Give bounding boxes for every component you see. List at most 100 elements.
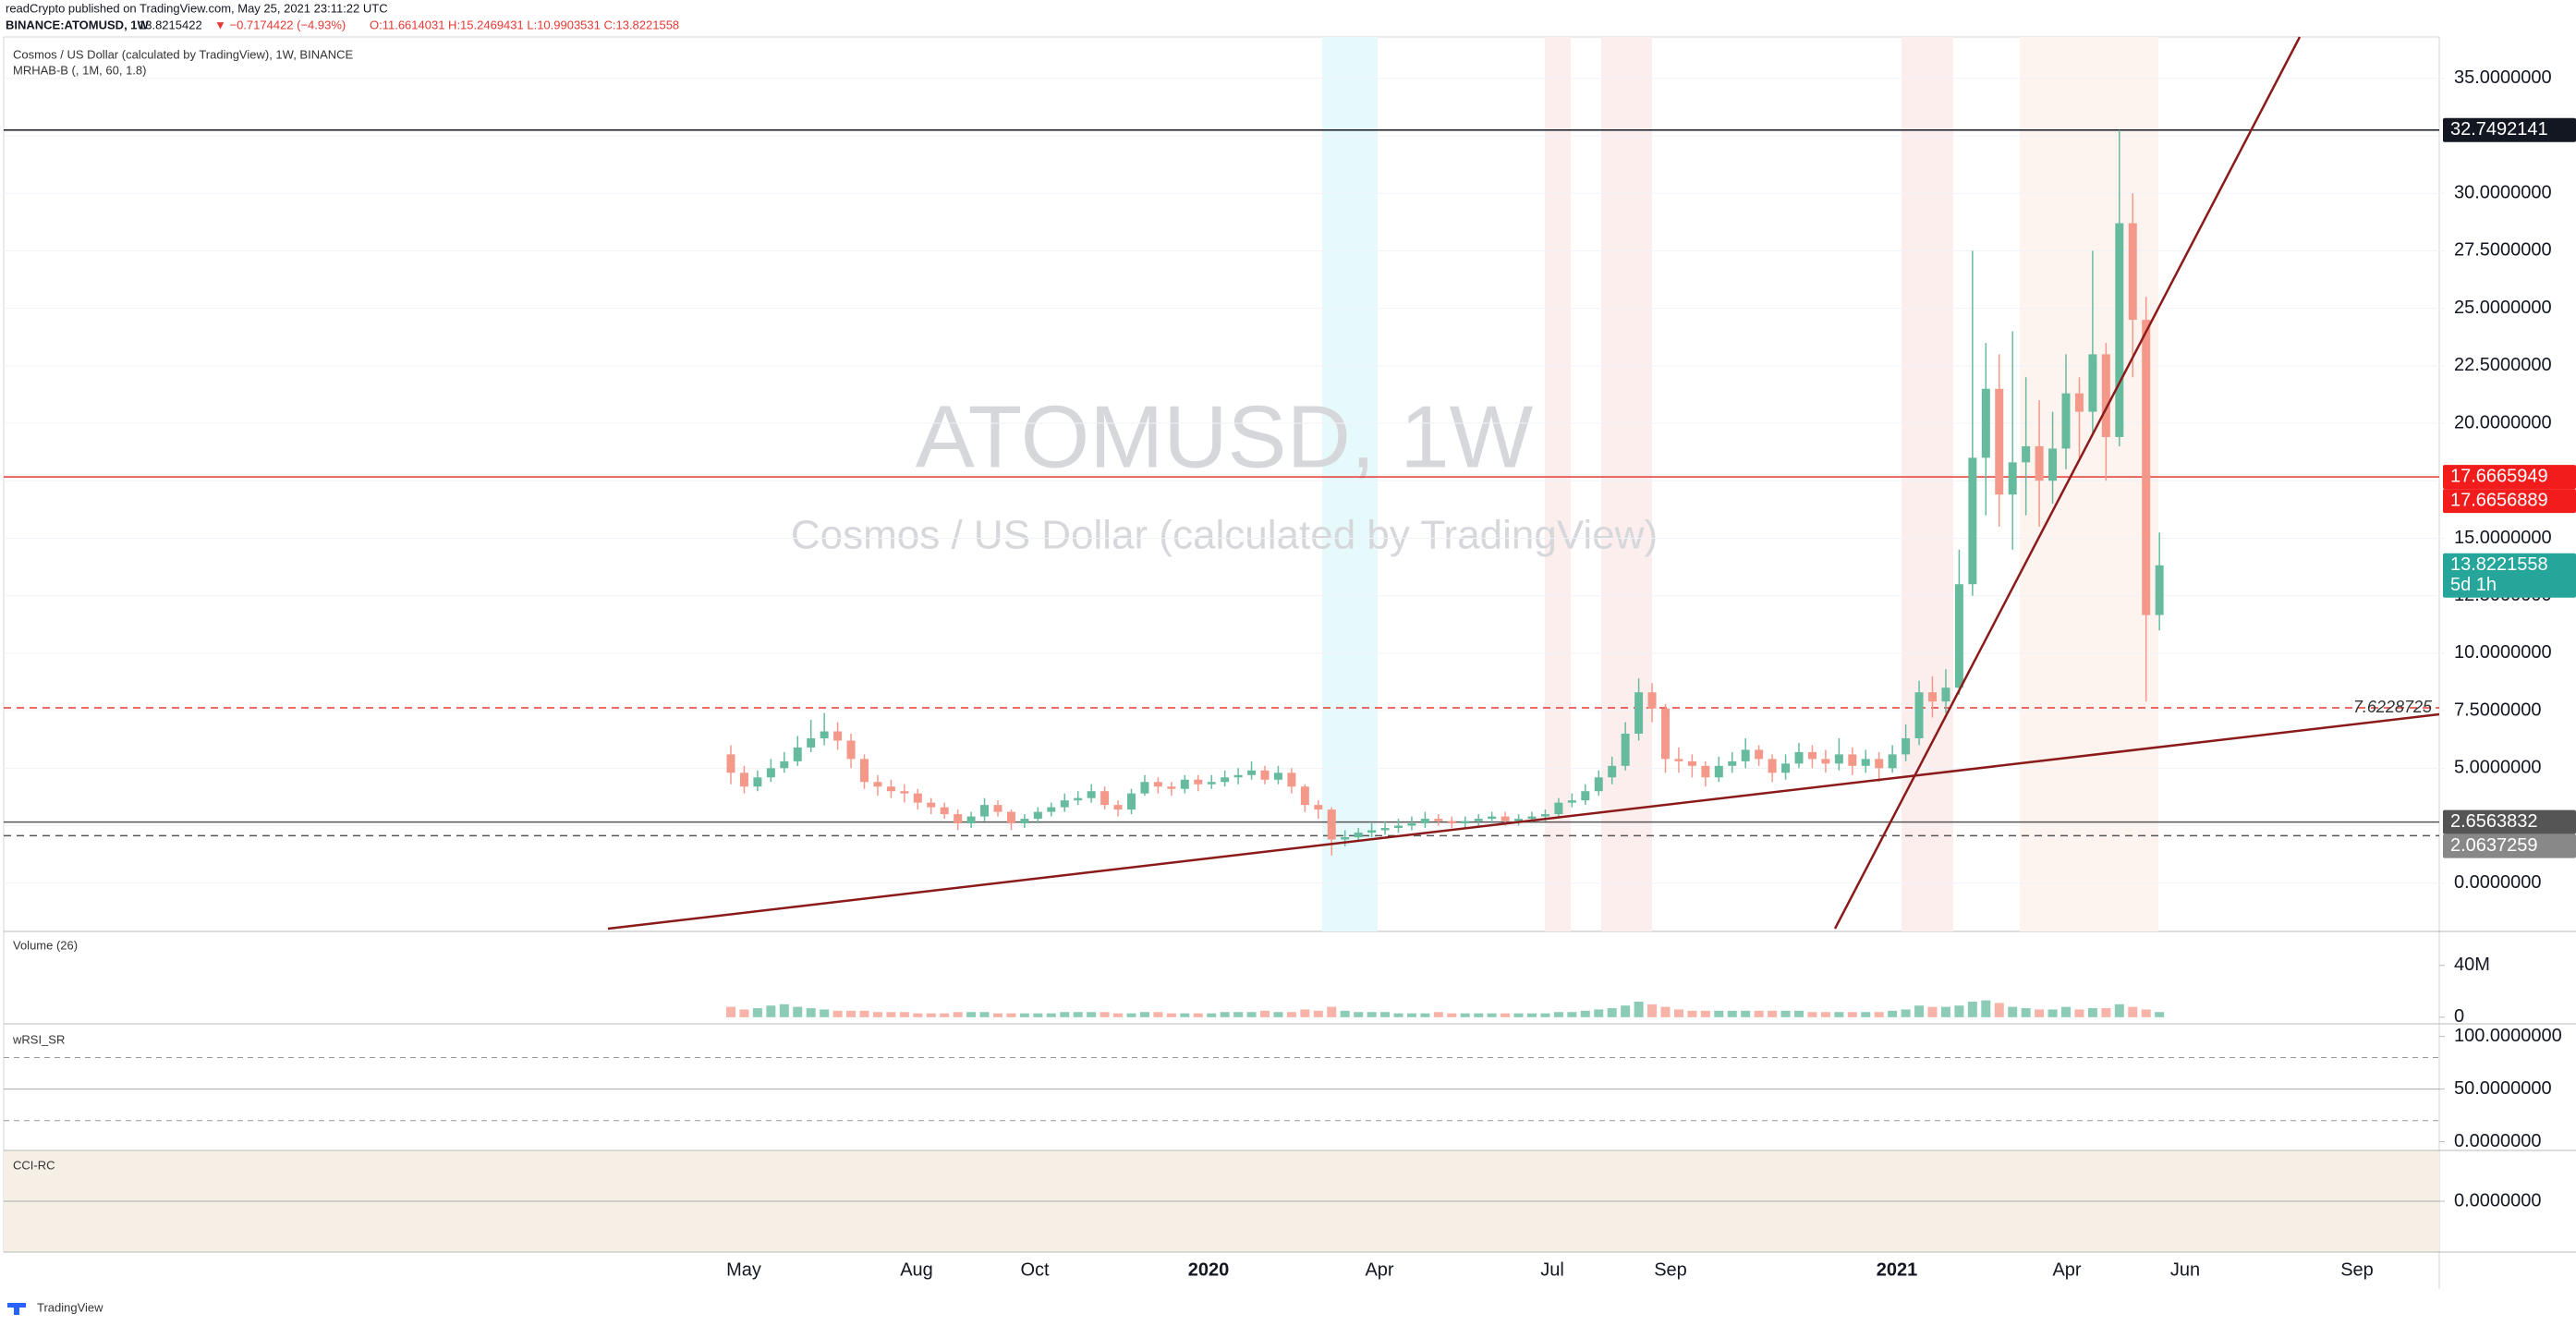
volume-bar	[1780, 1010, 1791, 1017]
volume-bar	[1527, 1013, 1537, 1017]
candle-body	[886, 786, 895, 792]
candle-body	[1260, 770, 1270, 780]
volume-bar	[1233, 1012, 1244, 1017]
volume-bar	[1487, 1013, 1497, 1017]
volume-bar	[1647, 1004, 1658, 1017]
band	[1545, 37, 1571, 931]
volume-bar	[846, 1010, 857, 1017]
volume-bar	[1700, 1010, 1710, 1017]
candle-body	[1741, 749, 1750, 761]
y-tick-label: 15.0000000	[2454, 528, 2552, 548]
price-label-box	[2443, 489, 2576, 514]
candle-body	[1554, 802, 1563, 815]
volume-bar	[1113, 1013, 1124, 1017]
candle-body	[1273, 772, 1282, 780]
volume-bar	[1433, 1012, 1443, 1017]
candle-body	[1848, 754, 1857, 766]
volume-bar	[2155, 1012, 2165, 1017]
candle-body	[1888, 754, 1897, 769]
candle-body	[2101, 354, 2110, 437]
candle-body	[1714, 765, 1723, 778]
volume-bar	[1380, 1012, 1391, 1017]
candle-body	[1006, 811, 1015, 824]
volume-bar	[1073, 1012, 1083, 1017]
volume-bar	[2047, 1009, 2058, 1017]
y-tick-label: 50.0000000	[2454, 1078, 2552, 1099]
volume-bar	[1153, 1012, 1163, 1017]
volume-bar	[726, 1006, 735, 1017]
volume-bar	[1180, 1013, 1190, 1017]
y-tick-label: 25.0000000	[2454, 298, 2552, 318]
volume-bar	[1967, 1002, 1977, 1017]
candle-body	[860, 759, 869, 783]
volume-bar	[793, 1006, 803, 1017]
volume-bar	[979, 1012, 990, 1017]
candle-body	[807, 737, 816, 748]
price-label-box	[2443, 117, 2576, 142]
ohlc: O:11.6614031 H:15.2469431 L:10.9903531 C…	[370, 18, 679, 31]
volume-title: Volume (26)	[13, 938, 78, 952]
volume-bar	[1594, 1009, 1604, 1017]
candle-body	[2088, 354, 2097, 412]
volume-bar	[1474, 1013, 1484, 1017]
candle-body	[1140, 782, 1149, 794]
volume-bar	[1193, 1013, 1203, 1017]
candle-body	[1341, 836, 1350, 840]
volume-bar	[1754, 1010, 1764, 1017]
candle-body	[846, 740, 856, 760]
volume-bar	[940, 1013, 950, 1017]
y-tick-label: 100.0000000	[2454, 1026, 2562, 1046]
volume-bar	[1874, 1012, 1884, 1017]
candle-body	[1954, 584, 1963, 688]
candle-body	[1314, 805, 1323, 810]
y-tick-label: 0.0000000	[2454, 1190, 2542, 1210]
volume-bar	[1954, 1005, 1964, 1017]
x-tick-label: Sep	[1654, 1259, 1687, 1280]
candle-body	[1447, 821, 1456, 824]
volume-bar	[1207, 1013, 1217, 1017]
x-tick-label: Oct	[1020, 1259, 1050, 1280]
x-tick-label: Jul	[1540, 1259, 1564, 1280]
candle-body	[927, 802, 936, 808]
volume-bar	[1914, 1005, 1925, 1017]
volume-bar	[2074, 1009, 2084, 1017]
candle-body	[833, 731, 843, 741]
pane-title: Cosmos / US Dollar (calculated by Tradin…	[13, 47, 354, 61]
candle-body	[793, 747, 802, 761]
volume-bar	[2114, 1004, 2124, 1017]
publish-line: readCrypto published on TradingView.com,…	[6, 1, 388, 15]
volume-bar	[2087, 1008, 2097, 1017]
candle-body	[1488, 816, 1497, 820]
candle-body	[966, 816, 976, 824]
volume-bar	[1607, 1008, 1617, 1017]
volume-bar	[953, 1012, 963, 1017]
volume-bar	[1794, 1010, 1804, 1017]
candle-body	[2142, 320, 2151, 615]
candle-body	[900, 791, 909, 794]
volume-bar	[1300, 1009, 1310, 1017]
candle-body	[1514, 819, 1524, 821]
volume-bar	[1540, 1013, 1550, 1017]
volume-bar	[2021, 1008, 2031, 1017]
x-tick-label: Jun	[2170, 1259, 2200, 1280]
x-tick-label: Aug	[900, 1259, 933, 1280]
candle-body	[1194, 779, 1203, 785]
volume-bar	[1660, 1006, 1671, 1017]
x-tick-label: Sep	[2340, 1259, 2374, 1280]
x-tick-label: Apr	[1365, 1259, 1393, 1280]
price-label: 17.6656889	[2450, 490, 2548, 510]
candle-body	[766, 768, 775, 778]
candle-body	[1367, 830, 1377, 833]
candle-body	[1420, 819, 1429, 824]
candle-body	[1247, 770, 1257, 775]
x-tick-label: 2021	[1877, 1259, 1918, 1280]
volume-bar	[1019, 1013, 1029, 1017]
candle-body	[1941, 687, 1950, 702]
candle-body	[1567, 800, 1576, 803]
candle-body	[1221, 777, 1230, 783]
candle-body	[1728, 760, 1737, 766]
price-label: 32.7492141	[2450, 119, 2548, 140]
cci-title: CCI-RC	[13, 1158, 55, 1172]
logo	[7, 1303, 26, 1315]
